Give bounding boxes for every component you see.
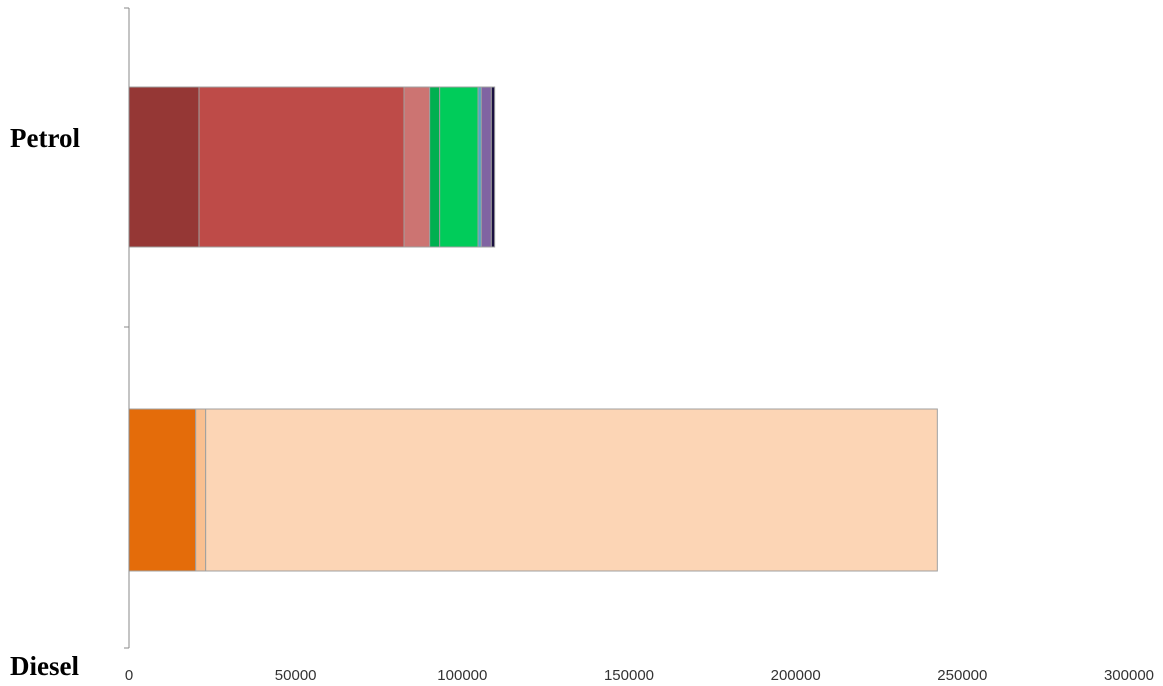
category-label-petrol: Petrol [10,123,80,153]
x-tick-label-150000: 150000 [604,667,654,684]
bar-segment-petrol-7 [480,86,492,248]
bar-segment-diesel-2 [195,408,207,572]
axis-ticks: 0 50000 100000 150000 200000 250000 300000 [124,7,1154,684]
bar-segment-petrol-4 [429,86,441,248]
bar-segment-petrol-5 [439,86,479,248]
bars-layer [128,86,938,572]
bar-segment-diesel-1 [128,408,197,572]
x-tick-label-200000: 200000 [771,667,821,684]
x-tick-label-0: 0 [125,667,133,684]
x-tick-label-50000: 50000 [275,667,317,684]
category-label-diesel: Diesel [10,651,79,681]
bar-segment-petrol-8 [490,86,496,248]
bar-segment-diesel-3 [205,408,938,572]
x-tick-label-100000: 100000 [437,667,487,684]
bar-segment-petrol-3 [403,86,431,248]
x-tick-label-250000: 250000 [937,667,987,684]
bar-segment-petrol-2 [198,86,405,248]
x-tick-label-300000: 300000 [1104,667,1154,684]
bar-segment-petrol-1 [128,86,200,248]
